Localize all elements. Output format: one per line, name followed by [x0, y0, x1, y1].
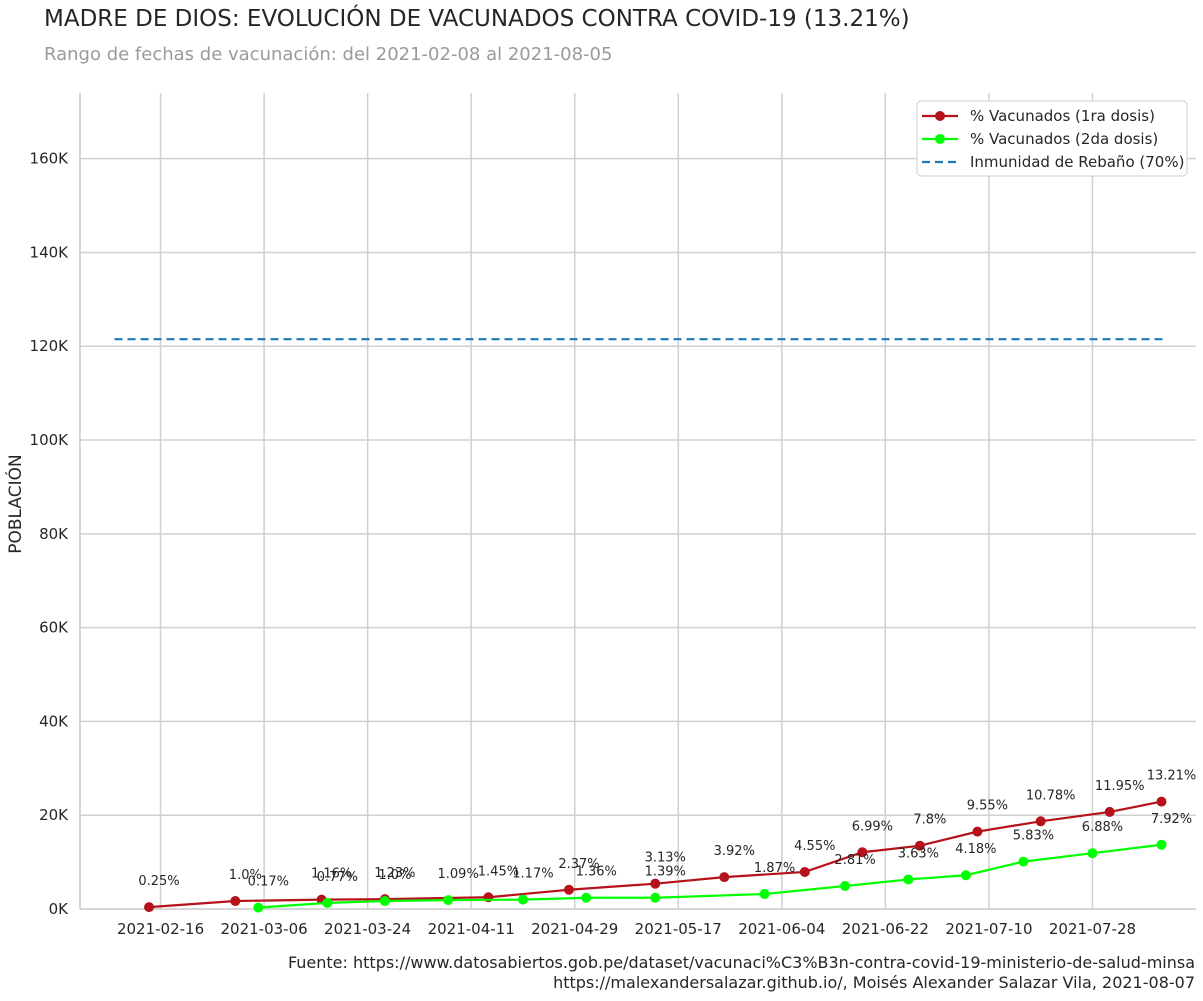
data-label: 3.63% [898, 846, 939, 861]
data-label: 1.16% [311, 867, 352, 882]
series-2-point [960, 870, 971, 881]
data-label: 7.8% [913, 813, 946, 828]
data-label: 1.23% [374, 866, 415, 881]
chart-title: MADRE DE DIOS: EVOLUCIÓN DE VACUNADOS CO… [44, 6, 910, 32]
x-tick-label: 2021-04-11 [428, 920, 515, 938]
y-tick-label: 60K [39, 619, 69, 637]
legend-entry-3: Inmunidad de Rebaño (70%) [970, 153, 1184, 171]
legend-marker-1 [935, 111, 945, 121]
data-label: 1.45% [478, 864, 519, 879]
legend-box [916, 100, 1188, 177]
x-tick-label: 2021-03-24 [324, 920, 411, 938]
y-tick-label: 0K [49, 900, 70, 918]
series-1-point [650, 878, 661, 889]
data-label: 3.92% [714, 844, 755, 859]
data-label: 3.13% [645, 851, 686, 866]
chart-subtitle: Rango de fechas de vacunación: del 2021-… [44, 44, 613, 65]
data-label: 7.92% [1151, 812, 1192, 827]
legend-marker-2 [935, 134, 945, 144]
data-label: 0.77% [317, 870, 358, 885]
series-line-2 [258, 843, 1162, 909]
series-2-point [903, 874, 914, 885]
data-label: 2.37% [558, 857, 599, 872]
data-label: 1.87% [754, 861, 795, 876]
series-1-point [1156, 796, 1167, 807]
data-label: 9.55% [967, 799, 1008, 814]
y-tick-label: 40K [39, 712, 69, 730]
series-1-point [563, 884, 574, 895]
source-footer: Fuente: https://www.datosabiertos.gob.pe… [288, 953, 1195, 993]
y-tick-label: 160K [30, 150, 70, 168]
x-tick-label: 2021-07-28 [1049, 920, 1136, 938]
data-label: 1.39% [645, 865, 686, 880]
series-2-point [443, 895, 454, 906]
legend-entry-2: % Vacunados (2da dosis) [970, 130, 1158, 148]
series-2-point [253, 902, 264, 913]
data-label: 6.99% [852, 819, 893, 834]
x-tick-label: 2021-07-10 [945, 920, 1032, 938]
y-tick-label: 100K [30, 431, 70, 449]
data-label: 11.95% [1095, 779, 1145, 794]
data-label: 1.0% [378, 868, 411, 883]
data-label: 1.0% [229, 868, 262, 883]
y-tick-label: 140K [30, 243, 70, 261]
y-axis-label: POBLACIÓN [4, 454, 26, 553]
series-1-point [144, 902, 155, 913]
source-line-2: https://malexandersalazar.github.io/, Mo… [553, 973, 1195, 992]
series-1-point [799, 866, 810, 877]
data-label: 1.36% [576, 865, 617, 880]
series-1-point [1035, 816, 1046, 827]
series-2-point [840, 881, 851, 892]
series-1-point [230, 896, 241, 907]
data-label: 1.17% [512, 867, 553, 882]
x-tick-label: 2021-06-04 [738, 920, 825, 938]
data-label: 4.55% [794, 839, 835, 854]
series-layer [114, 338, 1168, 913]
y-tick-label: 20K [39, 806, 69, 824]
data-label: 4.18% [955, 842, 996, 857]
legend: % Vacunados (1ra dosis) % Vacunados (2da … [916, 100, 1188, 177]
source-line-1: Fuente: https://www.datosabiertos.gob.pe… [287, 953, 1195, 972]
x-tick-label: 2021-05-17 [635, 920, 722, 938]
series-2-point [759, 888, 770, 899]
series-1-point [914, 840, 925, 851]
x-tick-label: 2021-04-29 [531, 920, 618, 938]
series-1-point [1104, 806, 1115, 817]
series-2-point [1156, 839, 1167, 850]
series-1-point [972, 826, 983, 837]
series-2-point [581, 892, 592, 903]
series-2-point [322, 897, 333, 908]
data-labels-layer: 0.25% 1.0% 1.16% 1.23% 1.45% 2.37% 3.13% 3.92% 4… [138, 769, 1196, 890]
y-tick-label: 120K [30, 337, 70, 355]
data-label: 2.81% [834, 853, 875, 868]
series-2-point [1018, 856, 1029, 867]
series-2-point [379, 896, 390, 907]
data-label: 0.17% [248, 875, 289, 890]
legend-entry-1: % Vacunados (1ra dosis) [970, 107, 1155, 125]
series-2-point [517, 894, 528, 905]
data-label: 1.09% [438, 867, 479, 882]
series-1-point [857, 847, 868, 858]
series-1-point [719, 872, 730, 883]
data-label: 5.83% [1013, 829, 1054, 844]
x-tick-label: 2021-06-22 [842, 920, 929, 938]
axes-layer: 0K 20K 40K 60K 80K 100K 120K 140K 160K 2021-02-16… [30, 93, 1196, 938]
data-label: 6.88% [1082, 820, 1123, 835]
data-label: 0.25% [138, 874, 179, 889]
series-2-point [1087, 848, 1098, 859]
data-label: 10.78% [1026, 788, 1076, 803]
data-label: 13.21% [1147, 769, 1197, 784]
x-tick-label: 2021-03-06 [220, 920, 307, 938]
x-tick-label: 2021-02-16 [117, 920, 204, 938]
y-tick-label: 80K [39, 525, 69, 543]
series-2-point [650, 892, 661, 903]
grid-layer [80, 93, 1196, 909]
